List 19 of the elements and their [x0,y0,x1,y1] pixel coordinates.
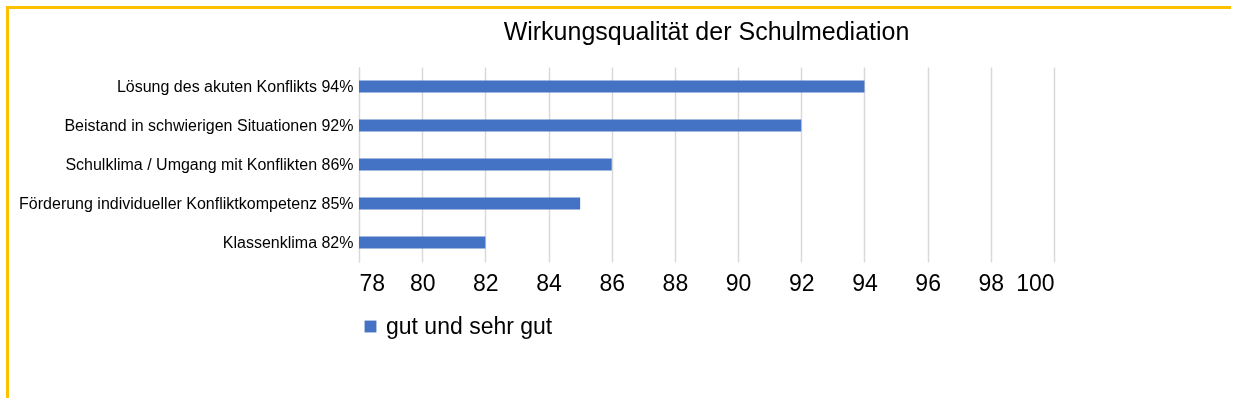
x-tick-label: 92 [788,269,815,296]
y-tick-label: Lösung des akuten Konflikts 94% [116,77,354,95]
x-tick-label: 94 [852,269,878,296]
x-tick-label: 98 [978,269,1005,296]
x-tick-label: 86 [599,269,626,296]
y-tick-label: Schulklima / Umgang mit Konflikten 86% [65,155,354,173]
x-tick-label: 90 [725,269,752,296]
y-tick-label: Klassenklima 82% [222,233,354,251]
x-tick-label: 100 [1016,269,1055,296]
y-tick-label: Förderung individueller Konfliktkompetenz 85% [19,194,354,212]
y-tick-label: Beistand in schwierigen Situationen 92% [64,116,354,134]
x-tick-label: 80 [409,269,436,296]
x-tick-label: 88 [662,269,689,296]
chart-title: Wirkungsqualität der Schulmediation [503,17,910,45]
x-tick-label: 78 [359,269,386,296]
legend-label: gut und sehr gut [386,312,553,339]
x-tick-label: 96 [915,269,941,296]
x-tick-label: 82 [473,269,499,296]
x-tick-label: 84 [536,269,563,296]
